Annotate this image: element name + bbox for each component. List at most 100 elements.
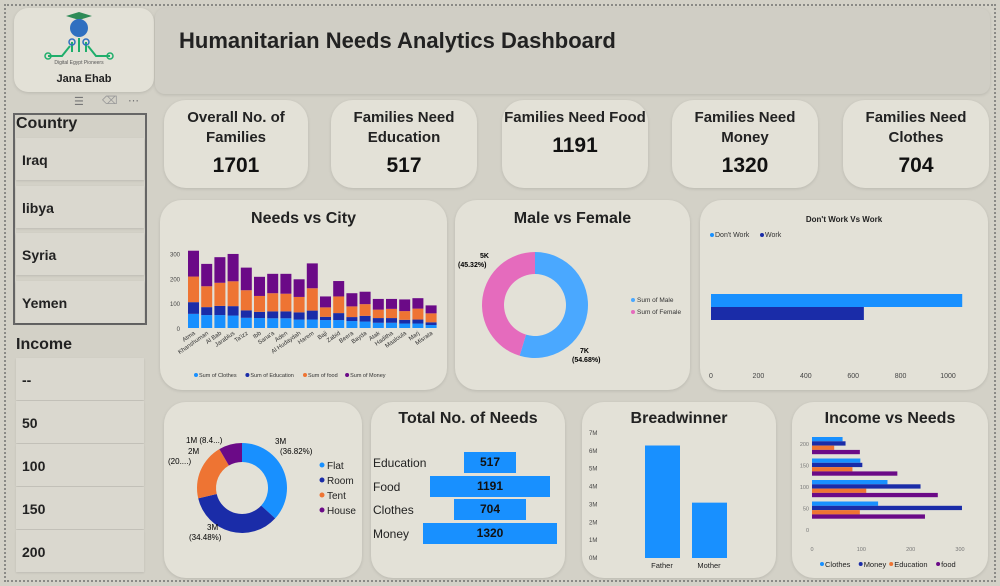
data-label: 3M: [207, 523, 218, 532]
breadwinner-card: Breadwinner 0M 1M 2M 3M 4M 5M 6M 7M Father Mother: [582, 402, 776, 578]
country-item-iraq[interactable]: Iraq: [16, 138, 144, 180]
bar-segment: [280, 273, 292, 294]
y-tick-label: 300: [170, 252, 181, 258]
x-tick-label: Father: [651, 561, 673, 570]
legend-marker: [820, 562, 824, 566]
bar-segment: [214, 305, 226, 316]
bar-segment: [346, 306, 358, 318]
bar: [812, 514, 925, 519]
bar-segment: [267, 318, 279, 328]
bar-segment: [267, 273, 279, 294]
y-tick-label: 0M: [589, 556, 597, 562]
work-card: Don't Work Vs Work Don't Work Work 0 200 400…: [700, 200, 988, 390]
bar-segment: [372, 309, 384, 319]
kpi-families-education: Families Need Education 517: [331, 100, 477, 188]
legend-label: Money: [864, 560, 887, 569]
legend-label: Flat: [327, 461, 344, 472]
bar-segment: [293, 312, 305, 320]
bar: [812, 462, 863, 468]
breadwinner-chart: 0M 1M 2M 3M 4M 5M 6M 7M Father Mother: [589, 431, 727, 570]
bar-segment: [267, 293, 279, 312]
x-tick-label: 800: [895, 373, 907, 380]
bar-segment: [386, 308, 397, 319]
bar-segment: [188, 250, 199, 277]
data-label: (45.32%): [458, 262, 486, 269]
bar: [812, 480, 888, 485]
bar: [812, 449, 860, 455]
y-tick-label: 1M: [589, 538, 597, 544]
bar-segment: [333, 313, 345, 321]
x-tick-label: Baji: [317, 331, 329, 342]
income-item-blank[interactable]: --: [16, 358, 144, 400]
bar-segment: [280, 311, 292, 319]
bar-segment: [346, 317, 358, 322]
need-bar: 1320: [423, 522, 557, 544]
bar-segment: [372, 322, 384, 328]
income-vs-needs-chart: 200 150 100 50 0 0 100 200 300 Clothes Money Educat…: [800, 437, 965, 569]
bar: [645, 445, 680, 558]
bar-segment: [359, 321, 371, 328]
bar-segment: [320, 316, 331, 321]
bar-segment: [267, 311, 279, 319]
male-vs-female-chart: 7K (54.68%) 5K (45.32%) Sum of Male Sum of Fe…: [458, 252, 681, 364]
bar: [711, 294, 963, 307]
eraser-icon[interactable]: ⌫: [102, 95, 118, 107]
bar: [812, 492, 938, 498]
income-item-150[interactable]: 150: [16, 487, 144, 529]
donut-slice: [219, 443, 242, 466]
x-tick-label: 200: [906, 547, 915, 553]
bar: [692, 502, 727, 558]
bar-segment: [227, 253, 239, 282]
income-item-50[interactable]: 50: [16, 401, 144, 443]
y-tick-label: 3M: [589, 502, 597, 508]
income-item-200[interactable]: 200: [16, 530, 144, 572]
legend-marker: [858, 562, 863, 566]
bar-segment: [386, 298, 397, 309]
income-item-100[interactable]: 100: [16, 444, 144, 486]
page-title: Humanitarian Needs Analytics Dashboard: [179, 28, 616, 53]
legend-label: Sum of Female: [637, 309, 681, 316]
legend-label: Sum of food: [308, 373, 338, 379]
bar-segment: [359, 291, 371, 305]
legend-marker: [936, 562, 941, 566]
bar-segment: [412, 308, 424, 320]
bar: [812, 445, 835, 450]
bar-segment: [280, 318, 292, 328]
country-item-syria[interactable]: Syria: [16, 233, 144, 275]
canvas-border: [4, 4, 996, 582]
need-bar: 517: [463, 452, 517, 473]
chart-title: Needs vs City: [251, 210, 356, 227]
bar-segment: [188, 276, 199, 303]
legend-label: Sum of Male: [637, 297, 674, 304]
x-tick-label: 600: [847, 373, 859, 380]
country-item-libya[interactable]: libya: [16, 186, 144, 228]
bar-segment: [293, 319, 305, 328]
x-tick-label: 300: [955, 547, 964, 553]
bar-segment: [359, 304, 371, 316]
data-label: 2M: [188, 447, 199, 456]
country-item-yemen[interactable]: Yemen: [16, 281, 144, 323]
legend-marker: [760, 233, 764, 237]
donut-slice: [198, 493, 276, 533]
legend-marker: [245, 373, 250, 377]
legend-marker: [889, 562, 894, 566]
y-tick-label: 150: [800, 464, 809, 470]
legend-marker: [319, 462, 325, 468]
x-tick-label: 0: [709, 373, 713, 380]
country-slicer: [13, 113, 147, 325]
y-tick-label: 200: [800, 442, 809, 448]
housing-chart: 3M(36.82%)3M(34.48%)2M(20....)1M (8.4...…: [168, 436, 356, 542]
more-options-icon[interactable]: ⋯: [128, 95, 139, 107]
legend-marker: [710, 233, 714, 237]
bar-segment: [425, 322, 437, 326]
chart-title: Don't Work Vs Work: [805, 215, 883, 224]
chart-title: Total No. of Needs: [398, 410, 538, 427]
data-label: (34.48%): [189, 533, 222, 542]
bar-segment: [412, 319, 424, 324]
y-tick-label: 2M: [589, 520, 597, 526]
bar: [812, 510, 860, 515]
bar: [812, 441, 846, 446]
filter-icon[interactable]: ☰: [74, 96, 84, 108]
bar-segment: [240, 310, 252, 318]
x-tick-label: Ta'izz: [234, 331, 250, 344]
